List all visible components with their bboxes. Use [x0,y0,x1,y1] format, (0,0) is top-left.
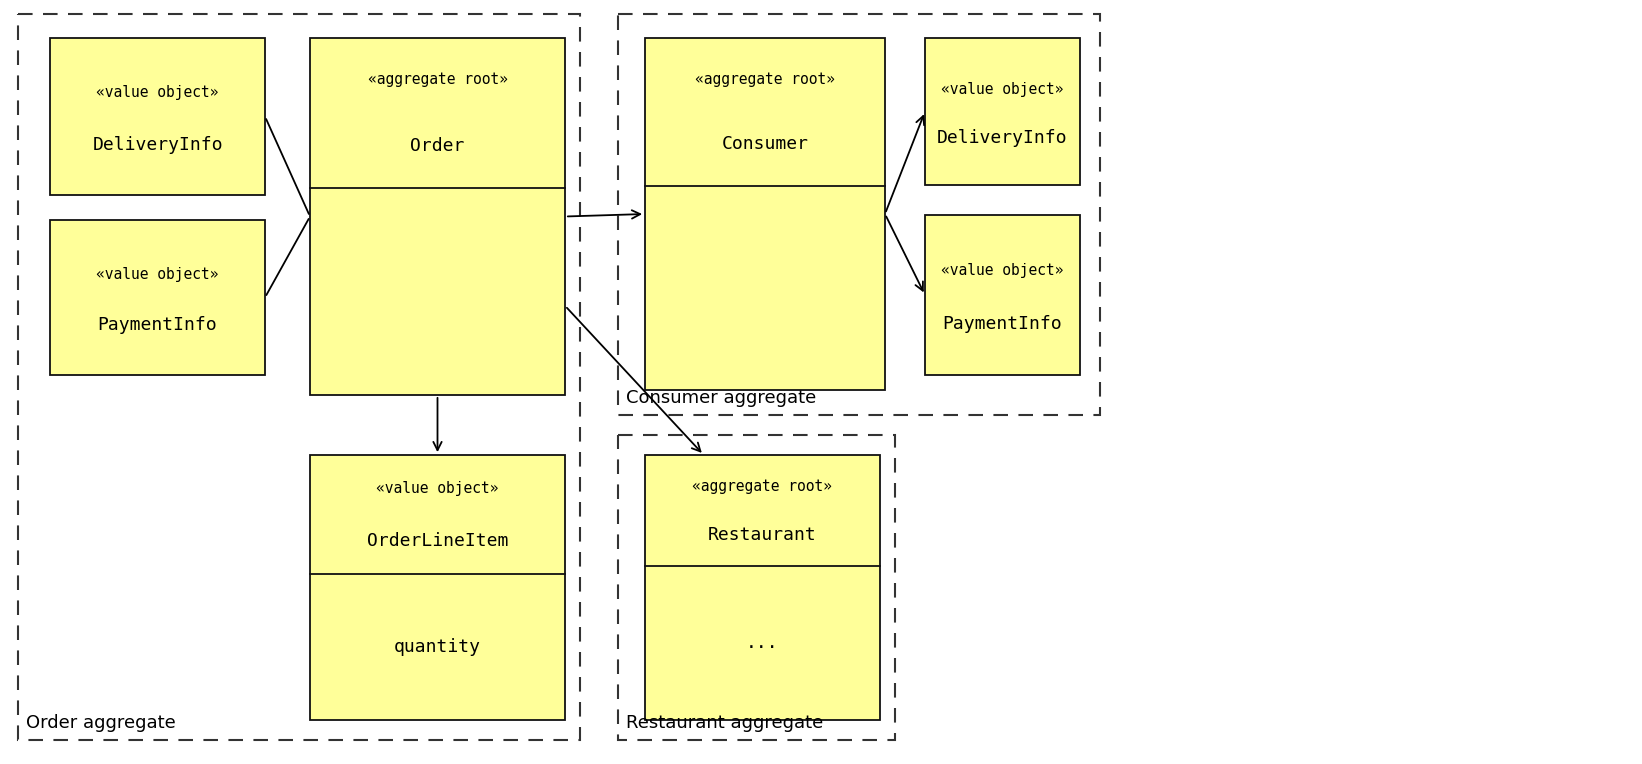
Bar [310,455,565,720]
Text: Consumer: Consumer [721,135,808,154]
Bar [617,14,1100,415]
Bar [645,38,885,390]
Text: Order aggregate: Order aggregate [26,714,176,732]
Bar [49,220,264,375]
Text: PaymentInfo: PaymentInfo [97,316,217,335]
Text: Consumer aggregate: Consumer aggregate [626,389,816,407]
Bar [645,455,880,720]
Text: «value object»: «value object» [941,82,1064,97]
Text: Restaurant: Restaurant [708,526,816,544]
Bar [617,435,895,740]
Text: PaymentInfo: PaymentInfo [943,315,1062,333]
Bar [18,14,580,740]
Bar [310,38,565,395]
Bar [924,215,1080,375]
Text: OrderLineItem: OrderLineItem [366,532,507,550]
Text: DeliveryInfo: DeliveryInfo [92,136,223,154]
Text: «value object»: «value object» [97,86,218,100]
Text: quantity: quantity [394,638,481,656]
Text: «aggregate root»: «aggregate root» [368,73,507,88]
Text: ...: ... [745,634,778,652]
Text: Restaurant aggregate: Restaurant aggregate [626,714,823,732]
Text: «aggregate root»: «aggregate root» [695,72,836,87]
Text: Order: Order [410,137,465,155]
Text: «aggregate root»: «aggregate root» [693,479,832,494]
Bar [924,38,1080,185]
Text: «value object»: «value object» [376,481,499,496]
Bar [49,38,264,195]
Text: «value object»: «value object» [97,267,218,282]
Text: «value object»: «value object» [941,264,1064,279]
Text: DeliveryInfo: DeliveryInfo [938,129,1067,147]
